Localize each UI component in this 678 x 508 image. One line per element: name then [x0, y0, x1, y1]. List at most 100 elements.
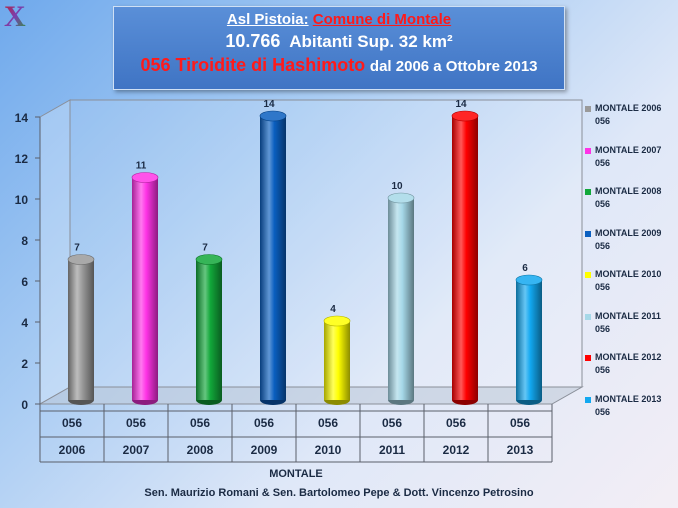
x-subcategory-label: 056 — [446, 416, 466, 430]
bar-top — [259, 110, 287, 122]
x-category-label: 2009 — [251, 443, 278, 457]
legend-sublabel: 056 — [595, 323, 611, 334]
title-box: Asl Pistoia: Comune di Montale 10.766 Ab… — [113, 6, 565, 90]
data-label-2009: 14 — [263, 99, 275, 110]
x-subcategory-label: 056 — [126, 416, 146, 430]
legend-label: MONTALE 2009 — [595, 227, 662, 238]
y-tick-label: 14 — [15, 111, 29, 125]
bar-body — [388, 198, 414, 400]
disease-line: 056 Tiroidite di Hashimoto dal 2006 a Ot… — [114, 55, 564, 76]
bar-2011 — [387, 192, 415, 405]
legend-swatch — [585, 230, 591, 237]
legend-sublabel: 056 — [595, 240, 611, 251]
legend-sublabel: 056 — [595, 157, 611, 168]
legend-swatch — [585, 272, 591, 278]
data-label-2013: 6 — [522, 263, 528, 274]
bar-2008 — [195, 254, 223, 405]
bar-body — [324, 321, 350, 400]
legend-sublabel: 056 — [595, 282, 611, 292]
y-tick-label: 0 — [21, 398, 28, 412]
legend-label: MONTALE 2013 — [595, 393, 662, 404]
data-label-2012: 14 — [455, 99, 467, 110]
x-logo-icon: X — [4, 0, 26, 30]
legend-item: MONTALE 2013 056 — [585, 394, 675, 436]
data-label-2008: 7 — [202, 243, 208, 254]
population-line: 10.766 Abitanti Sup. 32 km² — [114, 31, 564, 52]
x-category-label: 2010 — [315, 443, 342, 457]
chart-floor — [38, 386, 584, 405]
x-category-label: 2012 — [443, 443, 470, 457]
title-line: Asl Pistoia: Comune di Montale — [114, 11, 564, 28]
data-label-2010: 4 — [330, 304, 336, 315]
x-category-label: 2008 — [187, 443, 214, 457]
x-subcategory-label: 056 — [318, 416, 338, 430]
bar-2007 — [131, 172, 159, 405]
legend-item: MONTALE 2009 056 — [585, 228, 675, 270]
legend-item: MONTALE 2012 056 — [585, 352, 675, 394]
population-value: 10.766 — [225, 31, 281, 51]
legend-swatch — [585, 396, 591, 403]
bar-body — [452, 116, 478, 400]
bar-top — [515, 274, 543, 286]
bar-2009 — [259, 110, 287, 405]
legend-item: MONTALE 2006 056 — [585, 103, 675, 145]
bar-body — [260, 116, 286, 400]
x-category-label: 2013 — [507, 443, 534, 457]
bar-2013 — [515, 274, 543, 405]
legend-swatch — [585, 106, 591, 112]
x-axis-title: MONTALE — [269, 468, 323, 480]
bar-2012 — [451, 110, 479, 405]
legend-label: MONTALE 2008 — [595, 186, 662, 196]
data-label-2011: 10 — [391, 181, 403, 192]
legend-item: MONTALE 2010 056 — [585, 269, 675, 311]
legend-sublabel: 056 — [595, 199, 611, 209]
x-category-label: 2007 — [123, 443, 150, 457]
bar-2006 — [67, 254, 95, 405]
bar-top — [131, 172, 159, 183]
y-tick-label: 2 — [21, 357, 28, 371]
x-subcategory-label: 056 — [62, 416, 82, 430]
legend-item: MONTALE 2007 056 — [585, 145, 675, 187]
bar-2010 — [323, 315, 351, 405]
bar-top — [387, 192, 415, 204]
y-tick-label: 12 — [15, 152, 29, 166]
x-subcategory-label: 056 — [190, 416, 210, 430]
y-tick-label: 8 — [21, 234, 28, 248]
data-label-2006: 7 — [74, 243, 80, 254]
legend-swatch — [585, 189, 591, 195]
legend-label: MONTALE 2006 — [595, 103, 662, 113]
legend-swatch — [585, 147, 591, 154]
legend-item: MONTALE 2008 056 — [585, 186, 675, 228]
chart-legend: MONTALE 2006 056 MONTALE 2007 056 MONTALE 20… — [585, 103, 675, 435]
y-tick-label: 10 — [15, 193, 29, 207]
side-wall — [39, 99, 71, 405]
x-subcategory-label: 056 — [254, 416, 274, 430]
bar-top — [67, 254, 95, 265]
bar-top — [323, 315, 351, 327]
legend-swatch — [585, 355, 591, 361]
period-label: dal 2006 a Ottobre 2013 — [369, 58, 538, 75]
title-prefix: Asl Pistoia: — [226, 11, 309, 28]
footer-credits: Sen. Maurizio Romani & Sen. Bartolomeo P… — [144, 487, 534, 499]
x-category-label: 2006 — [59, 443, 86, 457]
legend-sublabel: 056 — [595, 406, 611, 417]
bar-top — [451, 110, 479, 122]
legend-item: MONTALE 2011 056 — [585, 311, 675, 353]
bar-body — [132, 177, 158, 400]
y-tick-label: 4 — [21, 316, 28, 330]
x-category-label: 2011 — [379, 443, 405, 457]
bar-top — [195, 254, 223, 265]
legend-swatch — [585, 313, 591, 320]
y-tick-label: 6 — [21, 275, 28, 289]
bar-body — [516, 280, 542, 400]
legend-label: MONTALE 2012 — [595, 352, 662, 362]
legend-sublabel: 056 — [595, 116, 611, 126]
data-label-2007: 11 — [136, 161, 147, 172]
legend-label: MONTALE 2010 — [595, 269, 662, 279]
x-subcategory-label: 056 — [382, 416, 402, 430]
x-subcategory-label: 056 — [510, 416, 530, 430]
bar-body — [196, 259, 222, 400]
bar-body — [68, 259, 94, 400]
population-text: Abitanti Sup. 32 km² — [289, 32, 453, 51]
